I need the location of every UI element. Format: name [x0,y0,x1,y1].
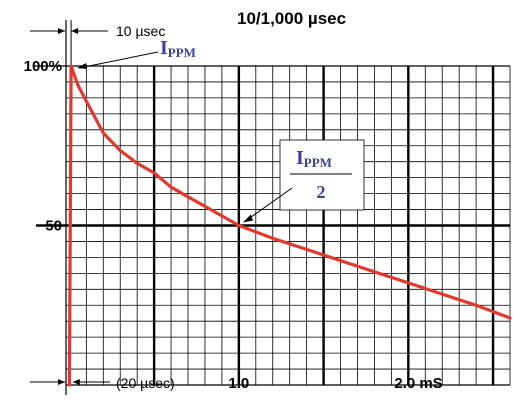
tick-labels: 100% 50 1.0 2.0 mS [24,58,443,392]
peak-pointer-head [77,63,88,69]
half-time-label: (20 µsec) [116,375,175,391]
axes [34,20,510,395]
series-group [67,64,512,387]
half-pointer [244,187,293,222]
rise-arrow-head [71,28,79,34]
y-tick-label: 50 [45,218,62,235]
half-left-arrow-head [58,379,65,385]
timing-markers [30,20,110,385]
annotations: 10/1,000 µsec 10 µsec (20 µsec) IPPM IPPM 2 [77,9,365,391]
half-pointer-head [242,214,253,223]
x-tick-label: 2.0 mS [394,375,442,392]
half-label-denominator: 2 [317,182,326,202]
half-right-arrow-head [72,379,80,385]
y-tick-label: 100% [24,58,62,75]
peak-pointer [78,51,159,69]
chart-title: 10/1,000 µsec [237,9,346,28]
half-label-box [279,139,365,211]
rise-left-arrow-head [58,28,65,34]
series-line [67,64,512,387]
x-tick-label: 1.0 [228,375,249,392]
rise-time-label: 10 µsec [116,23,165,39]
half-label-numerator: IPPM [296,147,332,170]
peak-label: IPPM [160,37,196,60]
